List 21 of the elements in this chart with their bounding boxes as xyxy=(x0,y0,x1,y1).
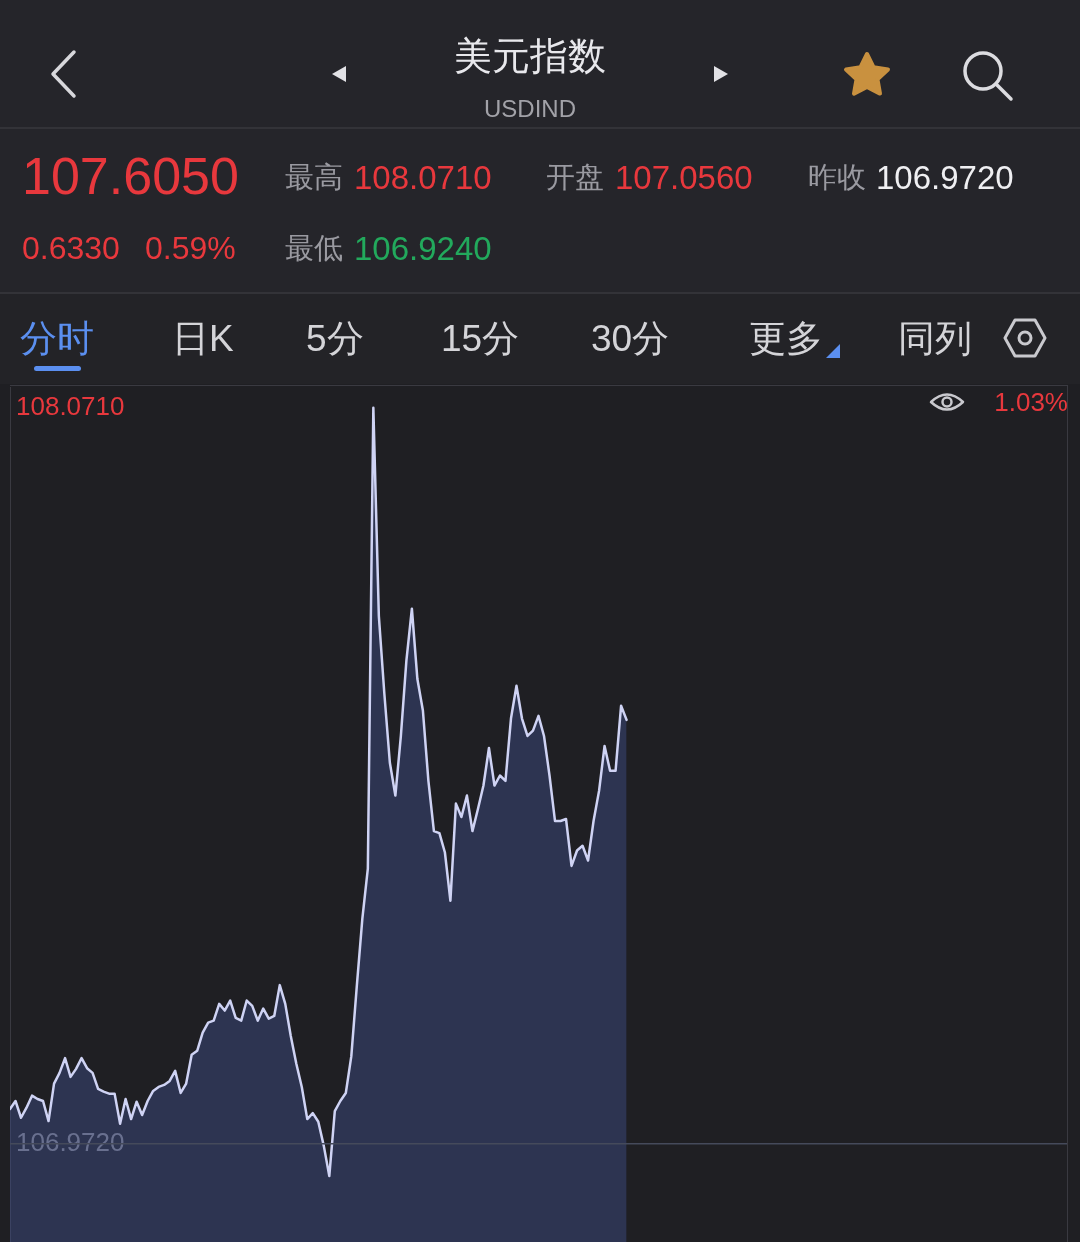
text: 30分 xyxy=(591,317,670,359)
text: 15分 xyxy=(441,317,520,359)
text: 同列 xyxy=(898,317,972,359)
annotation: 1.03% xyxy=(994,387,1068,417)
text: 0.59% xyxy=(145,230,236,266)
text: 最低 xyxy=(285,231,343,264)
text: 107.6050 xyxy=(22,147,239,205)
text: 5分 xyxy=(306,317,364,359)
text: 分时 xyxy=(20,317,94,359)
text: 昨收 xyxy=(808,160,866,193)
text: 日K xyxy=(172,317,234,359)
chart-subtitle: USDIND xyxy=(483,95,577,122)
chart-title: 美元指数 xyxy=(454,35,606,77)
text: 106.9240 xyxy=(354,229,492,267)
text: 108.0710 xyxy=(354,158,492,196)
text: 106.9720 xyxy=(876,158,1014,196)
text: 107.0560 xyxy=(615,158,753,196)
text: 最高 xyxy=(285,160,343,193)
text: 开盘 xyxy=(546,160,604,193)
text: 更多 xyxy=(749,317,823,359)
text: 0.6330 xyxy=(22,230,120,266)
